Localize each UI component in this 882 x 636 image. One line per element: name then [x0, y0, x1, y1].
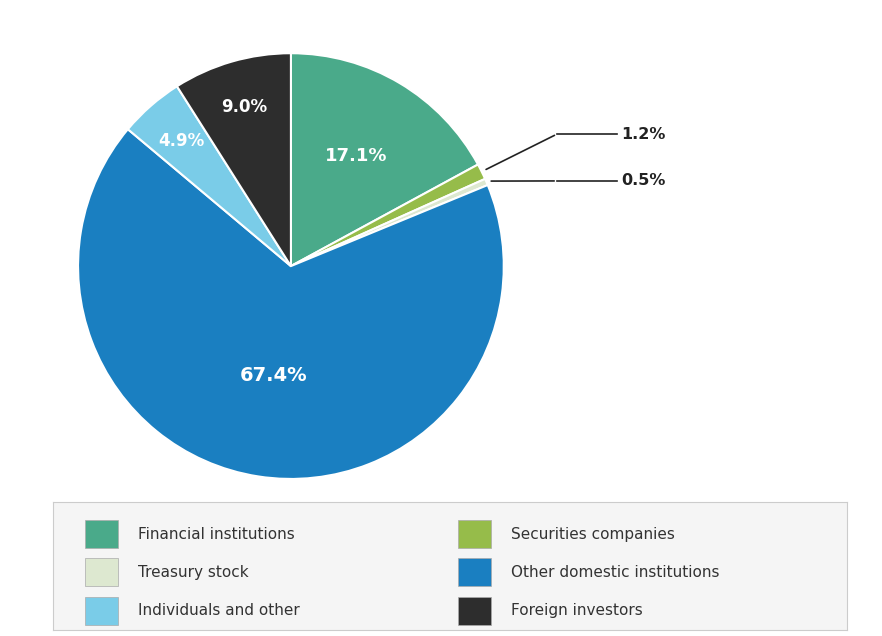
Bar: [458, 558, 491, 586]
Text: 1.2%: 1.2%: [621, 127, 665, 142]
Text: Other domestic institutions: Other domestic institutions: [511, 565, 720, 580]
Bar: [85, 520, 118, 548]
Wedge shape: [291, 179, 488, 266]
Text: 67.4%: 67.4%: [240, 366, 308, 385]
Wedge shape: [291, 165, 485, 266]
Text: Financial institutions: Financial institutions: [138, 527, 295, 542]
Wedge shape: [78, 129, 504, 479]
Bar: [458, 520, 491, 548]
Text: 0.5%: 0.5%: [621, 174, 665, 188]
Text: Securities companies: Securities companies: [511, 527, 675, 542]
Bar: [85, 558, 118, 586]
Wedge shape: [177, 53, 291, 266]
Bar: [458, 597, 491, 625]
Bar: [85, 597, 118, 625]
Text: Individuals and other: Individuals and other: [138, 603, 300, 618]
Text: 9.0%: 9.0%: [221, 98, 268, 116]
Text: Foreign investors: Foreign investors: [511, 603, 643, 618]
Wedge shape: [291, 53, 478, 266]
Text: 17.1%: 17.1%: [325, 148, 387, 165]
Text: Treasury stock: Treasury stock: [138, 565, 249, 580]
Wedge shape: [128, 86, 291, 266]
Text: 4.9%: 4.9%: [159, 132, 205, 150]
